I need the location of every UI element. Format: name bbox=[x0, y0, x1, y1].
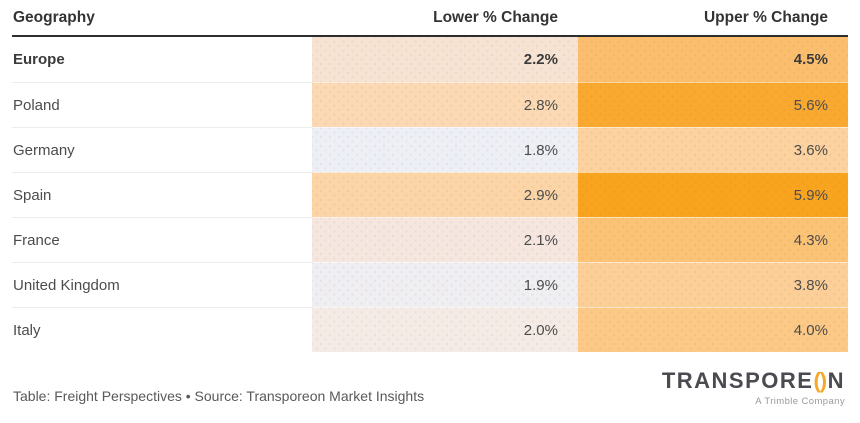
upper-change-cell: 4.5% bbox=[578, 37, 848, 82]
logo-broken-o-icon: () bbox=[813, 368, 827, 393]
geography-cell: Germany bbox=[12, 127, 312, 172]
lower-change-cell: 2.0% bbox=[312, 307, 578, 352]
lower-change-cell: 2.2% bbox=[312, 37, 578, 82]
freight-change-table: Geography Lower % Change Upper % Change … bbox=[12, 0, 848, 352]
lower-change-cell: 2.9% bbox=[312, 172, 578, 217]
geography-cell: Europe bbox=[12, 37, 312, 82]
upper-change-cell: 5.6% bbox=[578, 82, 848, 127]
table-row-united-kingdom: United Kingdom 1.9% 3.8% bbox=[12, 262, 848, 307]
upper-change-cell: 4.0% bbox=[578, 307, 848, 352]
table-row-france: France 2.1% 4.3% bbox=[12, 217, 848, 262]
column-header-geography: Geography bbox=[13, 8, 95, 26]
lower-change-cell: 1.8% bbox=[312, 127, 578, 172]
transporeon-logo: TRANSPORE()N A Trimble Company bbox=[662, 370, 845, 408]
upper-change-cell: 5.9% bbox=[578, 172, 848, 217]
upper-change-cell: 4.3% bbox=[578, 217, 848, 262]
table-row-germany: Germany 1.8% 3.6% bbox=[12, 127, 848, 172]
table-row-poland: Poland 2.8% 5.6% bbox=[12, 82, 848, 127]
lower-change-cell: 2.8% bbox=[312, 82, 578, 127]
footer: Table: Freight Perspectives • Source: Tr… bbox=[0, 370, 860, 423]
column-header-lower-change: Lower % Change bbox=[433, 8, 558, 26]
table-header-row: Geography Lower % Change Upper % Change bbox=[12, 0, 848, 37]
transporeon-wordmark: TRANSPORE()N bbox=[662, 370, 845, 392]
source-caption: Table: Freight Perspectives • Source: Tr… bbox=[13, 388, 425, 405]
geography-cell: Poland bbox=[12, 82, 312, 127]
table-row-spain: Spain 2.9% 5.9% bbox=[12, 172, 848, 217]
upper-change-cell: 3.8% bbox=[578, 262, 848, 307]
geography-cell: Italy bbox=[12, 307, 312, 352]
geography-cell: France bbox=[12, 217, 312, 262]
logo-text-right: N bbox=[827, 368, 845, 393]
lower-change-cell: 2.1% bbox=[312, 217, 578, 262]
logo-text-left: TRANSPORE bbox=[661, 368, 814, 393]
lower-change-cell: 1.9% bbox=[312, 262, 578, 307]
geography-cell: Spain bbox=[12, 172, 312, 217]
table-row-italy: Italy 2.0% 4.0% bbox=[12, 307, 848, 352]
trimble-tagline: A Trimble Company bbox=[755, 396, 845, 407]
table-row-europe: Europe 2.2% 4.5% bbox=[12, 37, 848, 82]
column-header-upper-change: Upper % Change bbox=[703, 8, 828, 26]
geography-cell: United Kingdom bbox=[12, 262, 312, 307]
upper-change-cell: 3.6% bbox=[578, 127, 848, 172]
